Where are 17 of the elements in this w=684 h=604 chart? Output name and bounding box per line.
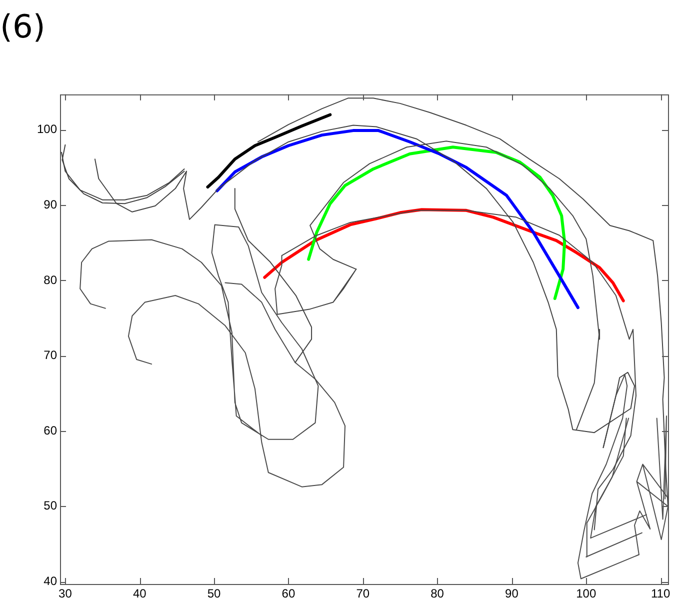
x-tick-label: 30 (58, 586, 72, 601)
x-tick-label: 40 (132, 586, 147, 601)
x-tick-label: 70 (356, 586, 370, 601)
x-tick-label: 110 (650, 586, 670, 601)
y-tick-label: 40 (44, 574, 58, 588)
y-tick-label: 100 (36, 122, 58, 136)
x-tick-label: 60 (282, 586, 296, 601)
y-tick-label: 60 (44, 423, 58, 438)
y-tick-label: 70 (44, 348, 58, 362)
y-tick-label: 90 (44, 197, 58, 212)
y-tick-label: 80 (44, 272, 58, 287)
x-tick-label: 100 (576, 586, 596, 601)
x-tick-label: 90 (505, 586, 519, 601)
y-tick-label: 50 (44, 498, 58, 513)
chart-title: (6) (0, 8, 46, 46)
x-tick-label: 50 (207, 586, 222, 601)
x-tick-label: 80 (430, 586, 444, 601)
